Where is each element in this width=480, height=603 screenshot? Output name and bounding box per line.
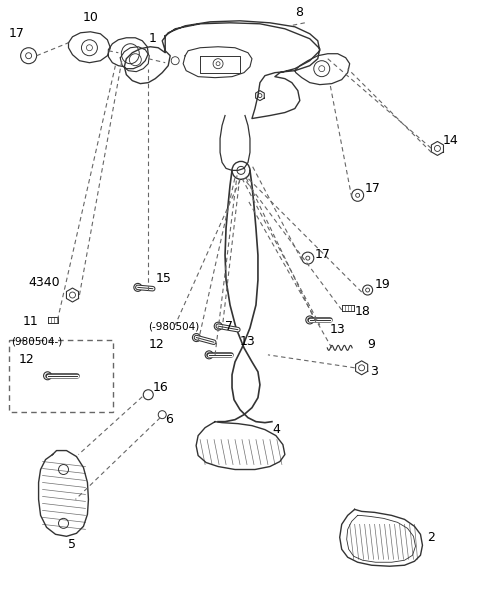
Text: 4: 4: [272, 423, 280, 436]
Text: 16: 16: [152, 381, 168, 394]
Text: 13: 13: [240, 335, 256, 349]
Text: 5: 5: [69, 538, 76, 551]
Text: 12: 12: [19, 353, 35, 367]
Text: 17: 17: [365, 182, 381, 195]
Text: 8: 8: [295, 7, 303, 19]
Circle shape: [59, 519, 69, 528]
Text: 3: 3: [370, 365, 377, 378]
Text: 18: 18: [355, 306, 371, 318]
Circle shape: [59, 464, 69, 475]
Text: 19: 19: [374, 277, 390, 291]
Text: (980504-): (980504-): [11, 337, 62, 347]
Text: 15: 15: [155, 271, 171, 285]
Text: 17: 17: [9, 27, 24, 40]
Text: 10: 10: [83, 11, 98, 24]
Circle shape: [144, 390, 153, 400]
Text: 9: 9: [368, 338, 375, 352]
Circle shape: [306, 316, 314, 324]
Circle shape: [214, 322, 222, 330]
Text: 17: 17: [315, 248, 331, 260]
Text: 14: 14: [443, 134, 458, 147]
Text: 13: 13: [330, 323, 346, 336]
Text: 1: 1: [148, 33, 156, 45]
Text: 11: 11: [23, 315, 38, 329]
Circle shape: [134, 283, 142, 291]
Circle shape: [44, 372, 51, 380]
Text: 4340: 4340: [29, 276, 60, 289]
Text: 12: 12: [148, 338, 164, 352]
Circle shape: [205, 351, 213, 359]
Text: 2: 2: [428, 531, 435, 544]
Text: 7: 7: [225, 320, 233, 333]
Text: 6: 6: [165, 413, 173, 426]
Circle shape: [192, 333, 201, 341]
Text: (-980504): (-980504): [148, 322, 200, 332]
